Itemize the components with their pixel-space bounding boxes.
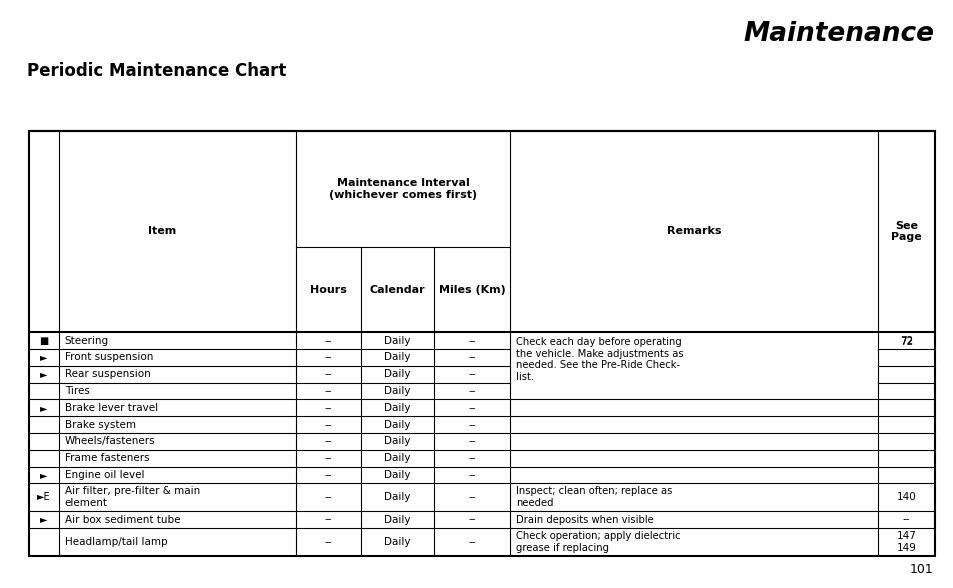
Text: --: -- [468, 514, 476, 524]
Text: --: -- [468, 436, 476, 446]
Text: --: -- [468, 420, 476, 430]
Text: --: -- [324, 386, 332, 396]
Text: ►: ► [40, 352, 48, 362]
Text: --: -- [324, 336, 332, 346]
Text: --: -- [324, 352, 332, 362]
Text: Rear suspension: Rear suspension [65, 369, 151, 379]
Text: Daily: Daily [384, 453, 410, 463]
Text: Daily: Daily [384, 403, 410, 413]
Text: 140: 140 [896, 492, 915, 502]
Text: ►: ► [40, 514, 48, 524]
Text: --: -- [324, 420, 332, 430]
Text: Daily: Daily [384, 336, 410, 346]
Text: --: -- [324, 492, 332, 502]
Text: --: -- [468, 386, 476, 396]
Text: Hours: Hours [310, 285, 346, 295]
Text: Tires: Tires [65, 386, 90, 396]
Bar [29, 131, 934, 556]
Text: Daily: Daily [384, 470, 410, 480]
Text: --: -- [324, 403, 332, 413]
Text: Headlamp/tail lamp: Headlamp/tail lamp [65, 537, 168, 547]
Text: --: -- [468, 403, 476, 413]
Text: --: -- [468, 369, 476, 379]
Text: Check each day before operating
the vehicle. Make adjustments as
needed. See the: Check each day before operating the vehi… [516, 337, 683, 382]
Text: Daily: Daily [384, 514, 410, 524]
Text: Brake system: Brake system [65, 420, 135, 430]
Text: --: -- [324, 470, 332, 480]
Text: Steering: Steering [65, 336, 109, 346]
Text: --: -- [468, 336, 476, 346]
Text: Wheels/fasteners: Wheels/fasteners [65, 436, 155, 446]
Text: --: -- [324, 369, 332, 379]
Text: Daily: Daily [384, 420, 410, 430]
Text: --: -- [468, 492, 476, 502]
Text: See
Page: See Page [890, 220, 921, 242]
Text: Frame fasteners: Frame fasteners [65, 453, 150, 463]
Text: Maintenance: Maintenance [743, 21, 934, 46]
Text: 72: 72 [899, 336, 912, 346]
Text: ►E: ►E [37, 492, 51, 502]
Text: --: -- [468, 537, 476, 547]
Text: --: -- [324, 453, 332, 463]
Text: Inspect; clean often; replace as
needed: Inspect; clean often; replace as needed [516, 486, 672, 508]
Text: Daily: Daily [384, 369, 410, 379]
Text: 147
149: 147 149 [896, 531, 915, 553]
Text: Daily: Daily [384, 436, 410, 446]
Text: --: -- [468, 453, 476, 463]
Text: Air filter, pre-filter & main
element: Air filter, pre-filter & main element [65, 486, 200, 508]
Text: Check operation; apply dielectric
grease if replacing: Check operation; apply dielectric grease… [516, 531, 680, 553]
Text: ►: ► [40, 403, 48, 413]
Text: Item: Item [148, 226, 176, 236]
Text: 72: 72 [899, 337, 912, 347]
Text: Daily: Daily [384, 352, 410, 362]
Text: ►: ► [40, 369, 48, 379]
Text: Calendar: Calendar [369, 285, 425, 295]
Text: Periodic Maintenance Chart: Periodic Maintenance Chart [27, 62, 286, 80]
Text: 101: 101 [908, 563, 932, 576]
Text: Brake lever travel: Brake lever travel [65, 403, 158, 413]
Text: --: -- [468, 470, 476, 480]
Text: Maintenance Interval
(whichever comes first): Maintenance Interval (whichever comes fi… [329, 178, 476, 199]
Text: Air box sediment tube: Air box sediment tube [65, 514, 180, 524]
Text: Remarks: Remarks [666, 226, 720, 236]
Text: --: -- [324, 436, 332, 446]
Text: --: -- [468, 352, 476, 362]
Text: Engine oil level: Engine oil level [65, 470, 144, 480]
Text: Daily: Daily [384, 492, 410, 502]
Text: Miles (Km): Miles (Km) [438, 285, 505, 295]
Text: ■: ■ [39, 336, 49, 346]
Text: Daily: Daily [384, 386, 410, 396]
Text: --: -- [902, 514, 909, 524]
Text: Drain deposits when visible: Drain deposits when visible [516, 514, 653, 524]
Text: --: -- [324, 537, 332, 547]
Text: ►: ► [40, 470, 48, 480]
Text: Front suspension: Front suspension [65, 352, 153, 362]
Text: --: -- [324, 514, 332, 524]
Text: Daily: Daily [384, 537, 410, 547]
